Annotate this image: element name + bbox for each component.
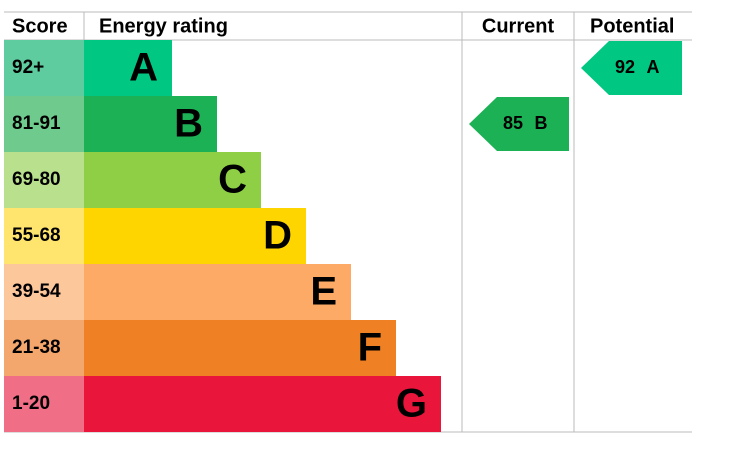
arrow-score: 92 bbox=[615, 57, 635, 77]
rating-letter: F bbox=[358, 326, 382, 370]
header-current: Current bbox=[482, 15, 555, 37]
current-arrow: 85 B bbox=[469, 97, 569, 151]
header-rating: Energy rating bbox=[99, 15, 228, 37]
rating-letter: E bbox=[310, 270, 337, 314]
rating-letter: C bbox=[218, 158, 247, 202]
arrow-score: 85 bbox=[503, 113, 523, 133]
score-cell bbox=[4, 320, 84, 376]
rating-letter: B bbox=[174, 102, 203, 146]
header-score: Score bbox=[12, 15, 68, 37]
score-cell bbox=[4, 152, 84, 208]
rating-letter: A bbox=[129, 46, 158, 90]
score-cell bbox=[4, 96, 84, 152]
rating-band bbox=[84, 208, 306, 264]
rating-letter: G bbox=[396, 382, 427, 426]
rating-band bbox=[84, 152, 261, 208]
arrow-letter: B bbox=[535, 113, 548, 133]
score-range: 21-38 bbox=[12, 337, 61, 358]
arrow-shape bbox=[469, 97, 569, 151]
arrow-letter: A bbox=[647, 57, 660, 77]
arrow-shape bbox=[581, 41, 682, 95]
score-range: 1-20 bbox=[12, 393, 50, 414]
rating-band bbox=[84, 264, 351, 320]
rating-band bbox=[84, 320, 396, 376]
rating-band bbox=[84, 96, 217, 152]
score-range: 92+ bbox=[12, 57, 44, 78]
rating-letter: D bbox=[263, 214, 292, 258]
potential-arrow: 92 A bbox=[581, 41, 682, 95]
score-cell bbox=[4, 40, 84, 96]
score-cell bbox=[4, 208, 84, 264]
score-range: 69-80 bbox=[12, 169, 61, 190]
score-cell bbox=[4, 264, 84, 320]
score-range: 81-91 bbox=[12, 113, 61, 134]
rating-band bbox=[84, 40, 172, 96]
score-range: 39-54 bbox=[12, 281, 61, 302]
rating-band bbox=[84, 376, 441, 432]
score-range: 55-68 bbox=[12, 225, 61, 246]
score-cell bbox=[4, 376, 84, 432]
header-potential: Potential bbox=[590, 15, 674, 37]
